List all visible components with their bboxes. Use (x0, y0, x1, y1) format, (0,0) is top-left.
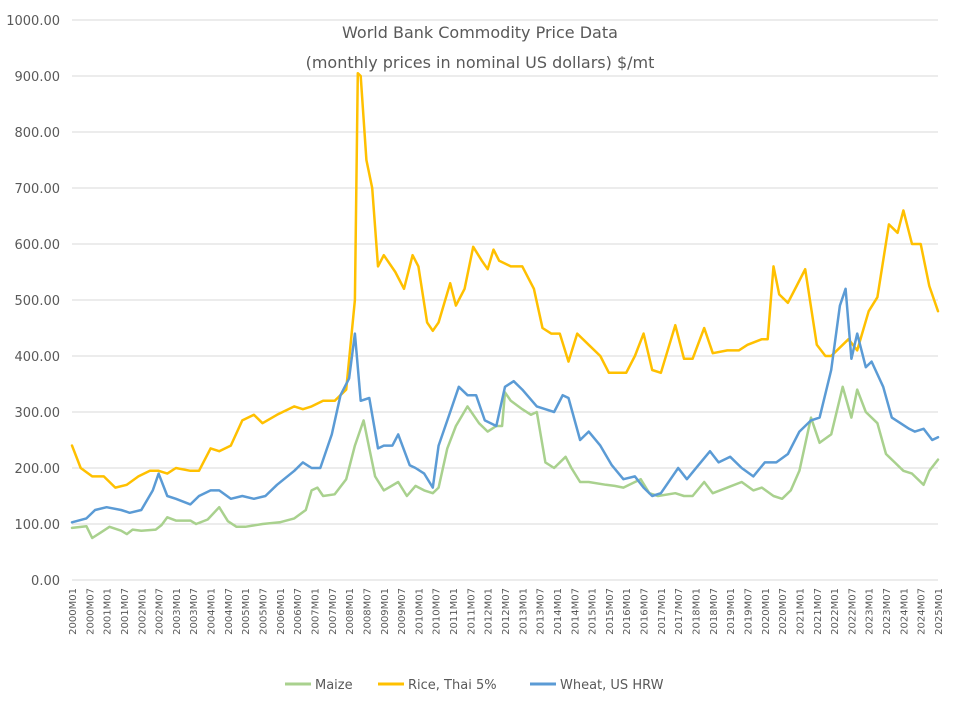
x-tick-label: 2018M07 (709, 588, 720, 635)
x-tick-label: 2002M07 (155, 588, 166, 635)
x-tick-label: 2006M01 (276, 588, 287, 635)
x-tick-label: 2023M07 (882, 588, 893, 635)
x-tick-label: 2008M07 (362, 588, 373, 635)
series-line-0 (70, 385, 940, 540)
y-tick-label: 400.00 (15, 350, 61, 365)
legend-label: Wheat, US HRW (560, 678, 664, 693)
legend-label: Rice, Thai 5% (408, 678, 497, 693)
x-tick-label: 2015M07 (605, 588, 616, 635)
y-tick-label: 300.00 (15, 406, 61, 421)
x-tick-label: 2012M07 (501, 588, 512, 635)
x-tick-label: 2004M07 (224, 588, 235, 635)
x-tick-label: 2001M07 (120, 588, 131, 635)
y-tick-label: 900.00 (15, 70, 61, 85)
x-tick-label: 2006M07 (293, 588, 304, 635)
x-tick-label: 2023M01 (865, 588, 876, 635)
x-tick-label: 2010M01 (414, 588, 425, 635)
x-tick-label: 2011M01 (449, 588, 460, 635)
x-tick-label: 2002M01 (137, 588, 148, 635)
y-tick-label: 800.00 (15, 126, 61, 141)
y-tick-label: 200.00 (15, 462, 61, 477)
y-tick-label: 0.00 (31, 574, 60, 589)
y-tick-label: 600.00 (15, 238, 61, 253)
x-tick-label: 2000M01 (68, 588, 79, 635)
series-lines (70, 71, 940, 540)
legend-label: Maize (315, 678, 353, 693)
x-tick-label: 2020M01 (761, 588, 772, 635)
x-tick-label: 2005M01 (241, 588, 252, 635)
x-tick-label: 2012M01 (484, 588, 495, 635)
x-tick-label: 2017M07 (674, 588, 685, 635)
x-tick-label: 2017M01 (657, 588, 668, 635)
y-axis-ticks: 0.00 100.00 200.00 300.00 400.00 500.00 600.00… (6, 14, 60, 589)
y-tick-label: 500.00 (15, 294, 61, 309)
x-tick-label: 2021M01 (795, 588, 806, 635)
x-tick-label: 2013M07 (536, 588, 547, 635)
x-tick-label: 2014M07 (570, 588, 581, 635)
series-line-2 (70, 287, 940, 524)
y-tick-label: 1000.00 (6, 14, 60, 29)
y-tick-label: 700.00 (15, 182, 61, 197)
x-tick-label: 2019M01 (726, 588, 737, 635)
legend: Maize Rice, Thai 5% Wheat, US HRW (285, 678, 664, 693)
x-tick-label: 2024M07 (917, 588, 928, 635)
x-tick-label: 2016M01 (622, 588, 633, 635)
x-axis-ticks: 2000M01 2000M07 2001M01 2001M07 2002M01 2002M… (68, 588, 945, 635)
chart-subtitle: (monthly prices in nominal US dollars) $… (306, 53, 655, 72)
x-tick-label: 2003M07 (189, 588, 200, 635)
x-tick-label: 2001M01 (103, 588, 114, 635)
x-tick-label: 2019M07 (743, 588, 754, 635)
x-tick-label: 2013M01 (518, 588, 529, 635)
x-tick-label: 2009M01 (380, 588, 391, 635)
x-tick-label: 2024M01 (899, 588, 910, 635)
x-tick-label: 2021M07 (813, 588, 824, 635)
chart-title: World Bank Commodity Price Data (342, 23, 618, 42)
x-tick-label: 2016M07 (640, 588, 651, 635)
x-tick-label: 2005M07 (259, 588, 270, 635)
x-tick-label: 2018M01 (692, 588, 703, 635)
x-tick-label: 2009M07 (397, 588, 408, 635)
x-tick-label: 2000M07 (85, 588, 96, 635)
x-tick-label: 2007M07 (328, 588, 339, 635)
x-tick-label: 2004M01 (207, 588, 218, 635)
x-tick-label: 2010M07 (432, 588, 443, 635)
series-line-1 (70, 71, 940, 489)
x-tick-label: 2003M01 (172, 588, 183, 635)
x-tick-label: 2022M07 (847, 588, 858, 635)
x-tick-label: 2014M01 (553, 588, 564, 635)
y-tick-label: 100.00 (15, 518, 61, 533)
x-tick-label: 2015M01 (588, 588, 599, 635)
x-tick-label: 2008M01 (345, 588, 356, 635)
x-tick-label: 2020M07 (778, 588, 789, 635)
x-tick-label: 2011M07 (466, 588, 477, 635)
x-tick-label: 2007M01 (310, 588, 321, 635)
gridlines (72, 19, 938, 525)
x-tick-label: 2025M01 (934, 588, 945, 635)
x-tick-label: 2022M01 (830, 588, 841, 635)
